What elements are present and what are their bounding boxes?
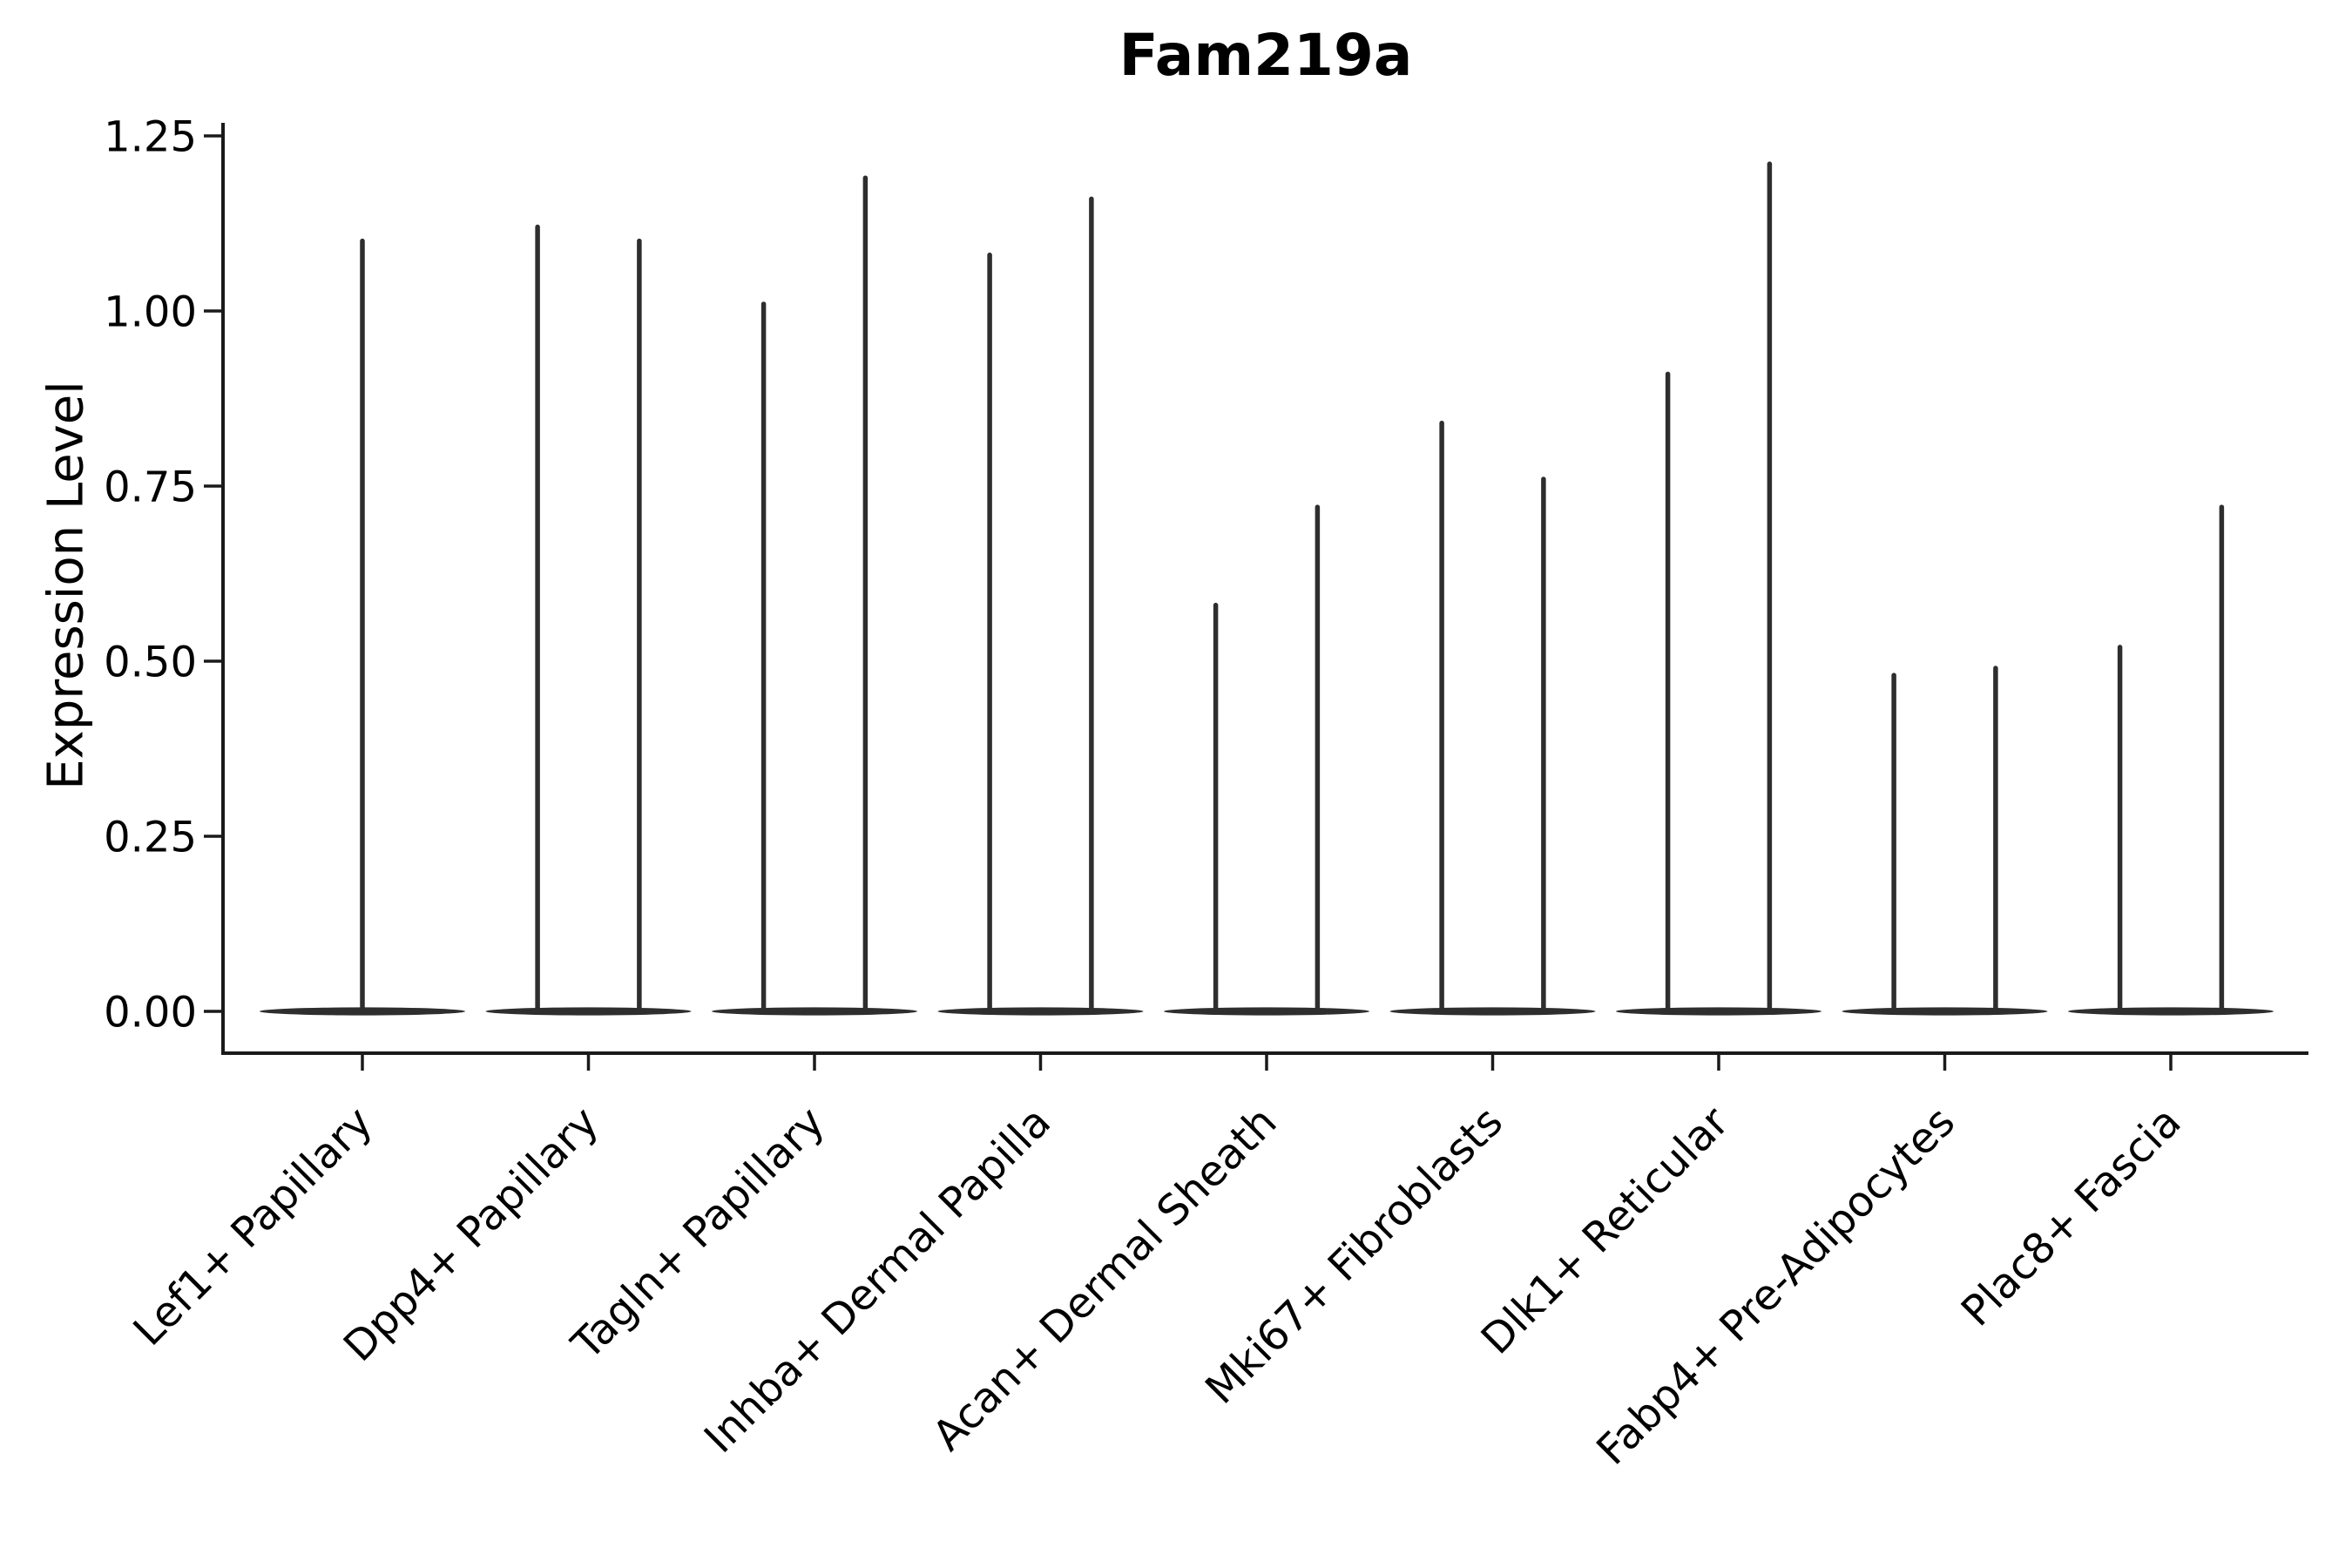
y-tick-label: 1.25 bbox=[104, 112, 197, 161]
y-tick-label: 0.75 bbox=[104, 463, 197, 511]
violin-base bbox=[485, 1007, 692, 1016]
x-tick-label: Lef1+ Papillary bbox=[125, 1098, 382, 1355]
chart-title: Fam219a bbox=[1119, 22, 1413, 89]
x-tick-label: Fabp4+ Pre-Adipocytes bbox=[1587, 1098, 1964, 1475]
y-tick-label: 0.25 bbox=[104, 813, 197, 862]
x-tick-label: Dlk1+ Reticular bbox=[1472, 1098, 1739, 1364]
violin-base bbox=[1164, 1007, 1369, 1016]
y-tick-label: 0.50 bbox=[104, 638, 197, 686]
y-tick-label: 1.00 bbox=[104, 287, 197, 336]
violin-base bbox=[712, 1007, 917, 1016]
y-tick-label: 0.00 bbox=[104, 988, 197, 1037]
violin-base bbox=[1389, 1007, 1596, 1016]
violin-base bbox=[2068, 1007, 2274, 1016]
violin-base bbox=[1842, 1007, 2048, 1016]
x-tick-label: Plac8+ Fascia bbox=[1952, 1098, 2191, 1336]
violin-base bbox=[1616, 1007, 1821, 1016]
violin-base bbox=[937, 1007, 1144, 1016]
